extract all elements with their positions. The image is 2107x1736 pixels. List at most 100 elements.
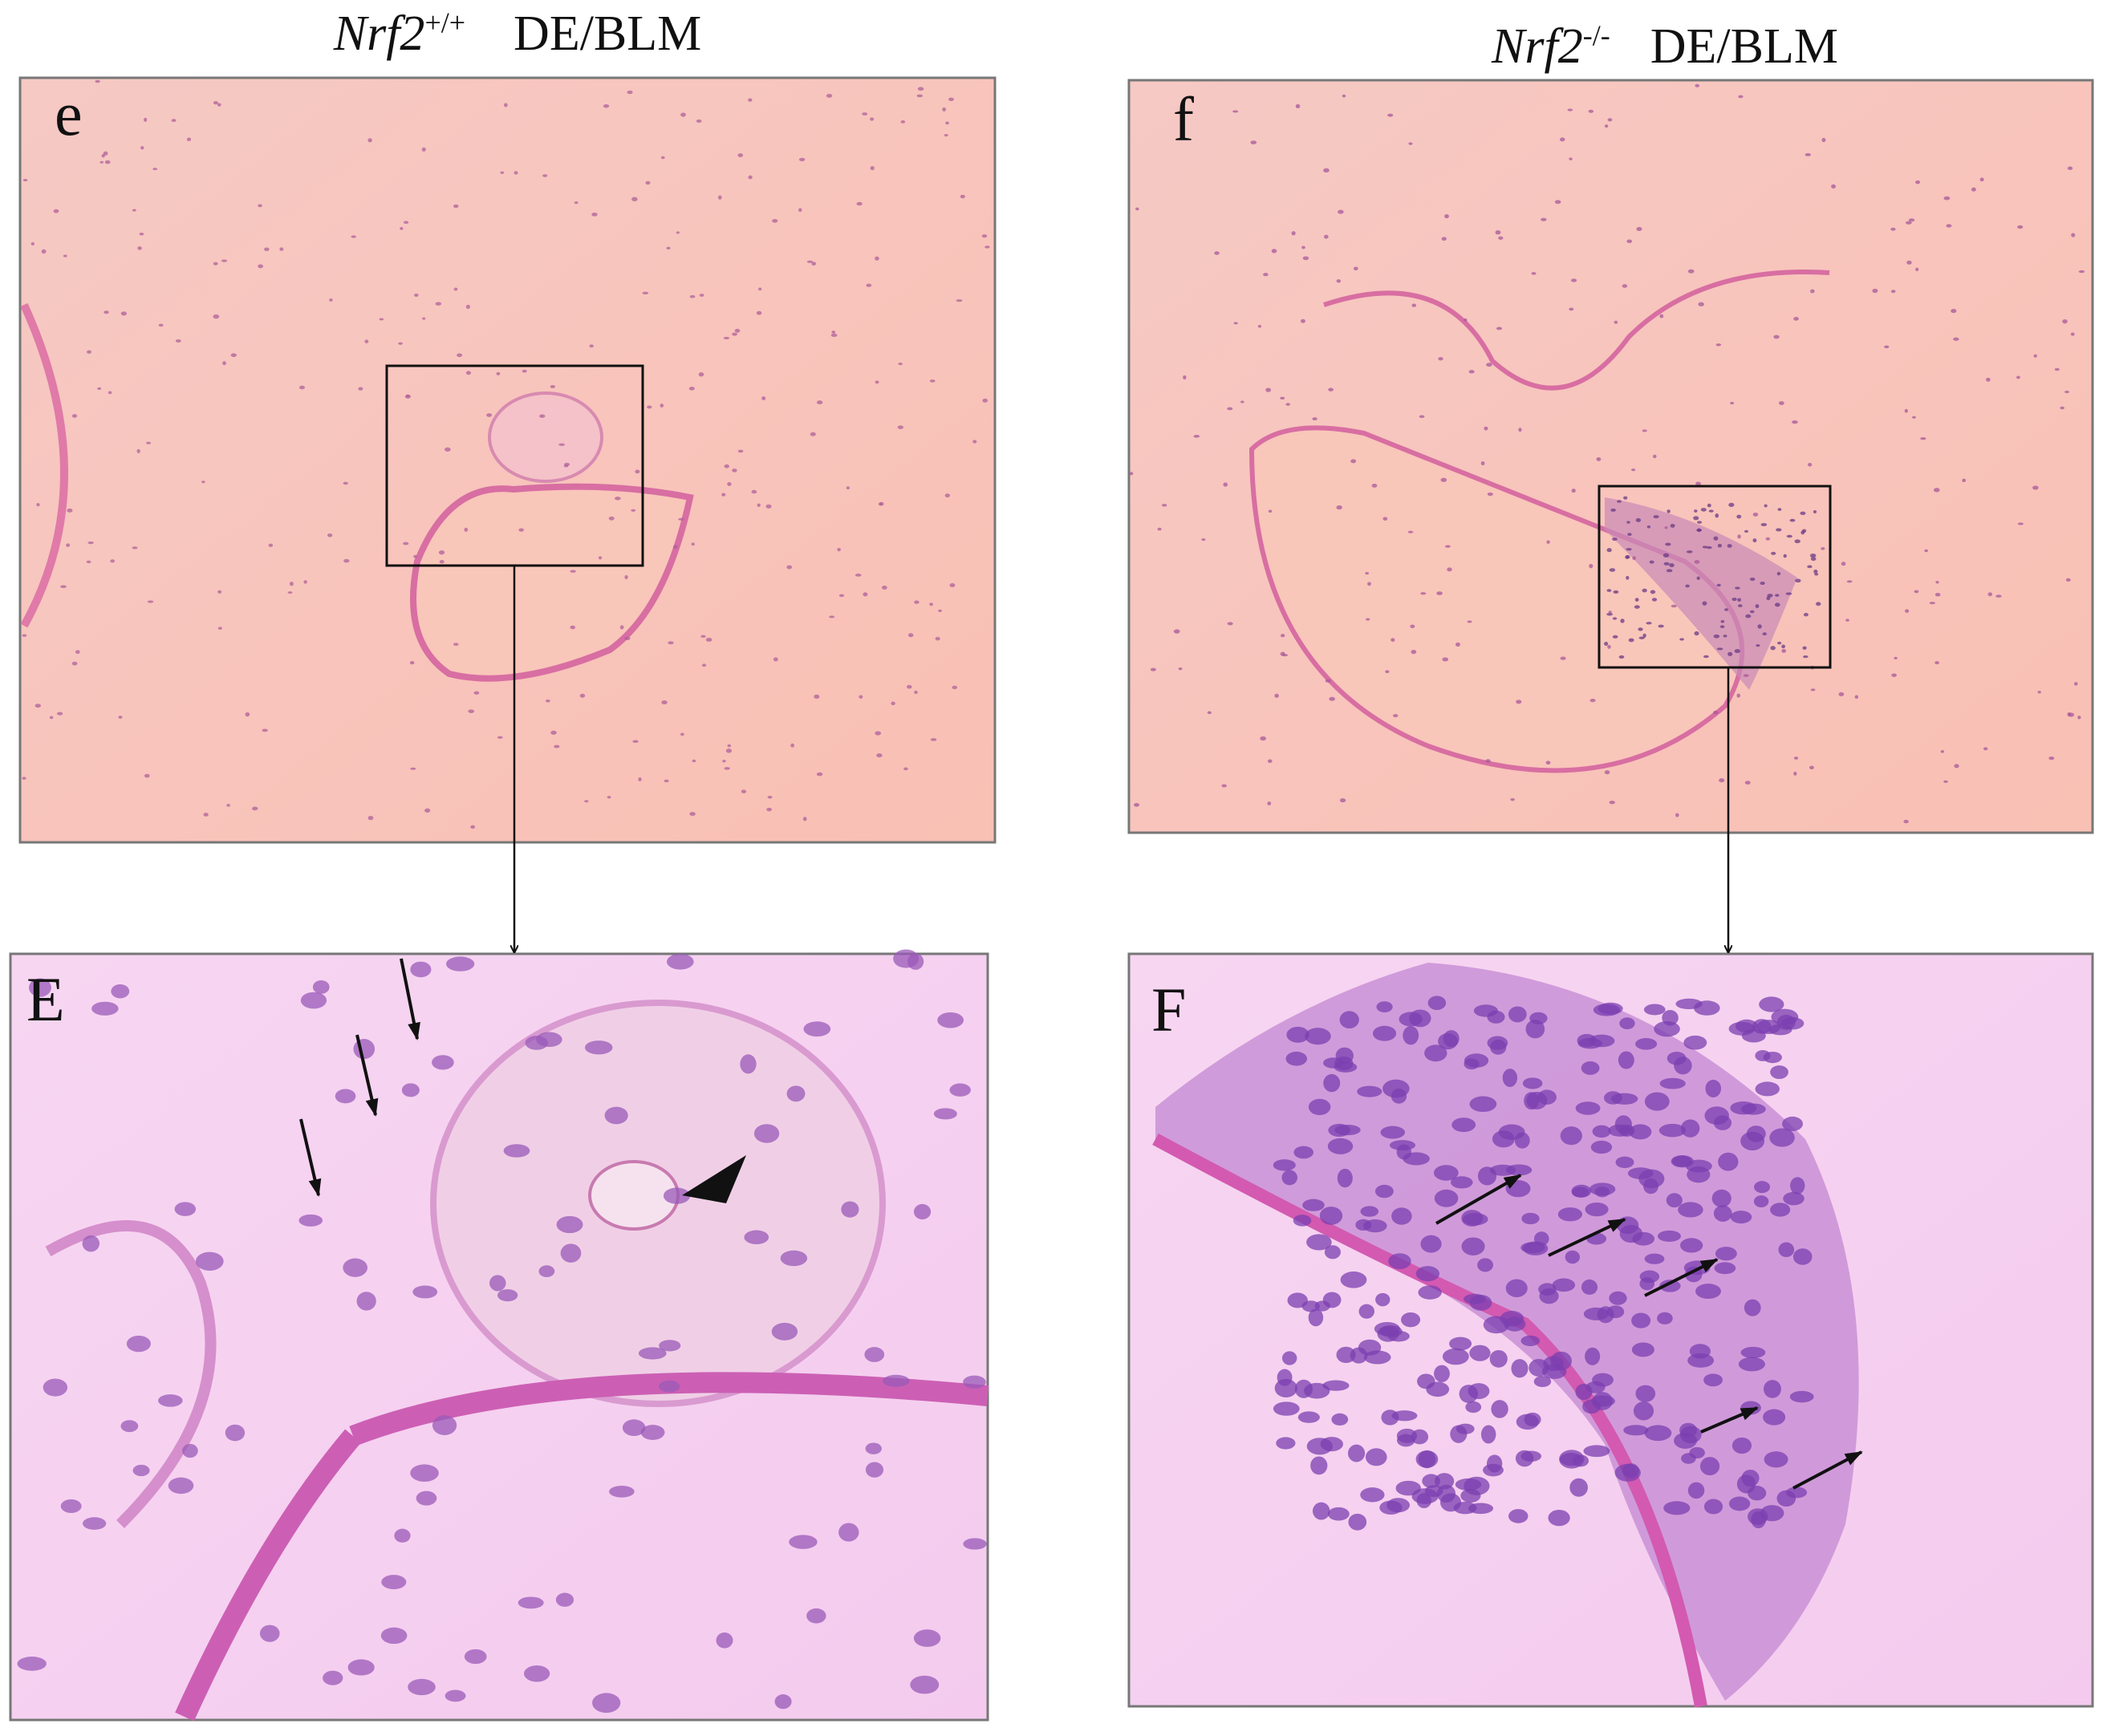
cell (1417, 1373, 1435, 1389)
cell (1223, 482, 1228, 487)
cell (846, 486, 850, 490)
cell (982, 398, 989, 403)
cell (1390, 638, 1395, 642)
cell (1777, 641, 1782, 645)
cell (1659, 314, 1664, 318)
cell (1442, 657, 1449, 662)
cell (1604, 770, 1610, 775)
cell (453, 287, 458, 291)
cell (144, 773, 150, 778)
cell (75, 112, 79, 116)
cell (104, 310, 109, 314)
cell (1764, 1380, 1781, 1398)
cell (1703, 1373, 1723, 1387)
cell (1714, 1262, 1736, 1275)
cell (1410, 624, 1415, 628)
cell (514, 171, 518, 175)
cell (1286, 1026, 1309, 1043)
cell (1520, 1450, 1541, 1462)
cell (1774, 602, 1780, 607)
cell (1745, 614, 1752, 619)
cell (1657, 1312, 1673, 1324)
cell (554, 744, 560, 748)
cell (803, 1021, 831, 1037)
cell (1325, 679, 1331, 683)
cell (1638, 636, 1645, 639)
cell (963, 1538, 987, 1550)
cell (1419, 415, 1425, 419)
cell (465, 371, 472, 375)
cell (1699, 1457, 1720, 1476)
cell (1671, 604, 1677, 608)
cell (473, 691, 480, 695)
cell (1694, 509, 1698, 513)
cell (1737, 534, 1741, 539)
cell (624, 636, 631, 640)
cell (1537, 1089, 1557, 1105)
cell (1703, 1499, 1723, 1515)
cell (408, 1678, 436, 1696)
cell (95, 79, 100, 83)
cell (898, 363, 903, 366)
cell (952, 685, 958, 690)
cell (1193, 435, 1200, 438)
cell (1760, 523, 1768, 526)
cell (56, 712, 63, 716)
cell (1435, 1473, 1455, 1490)
cell (741, 789, 747, 793)
cell (1778, 401, 1784, 405)
cell (1786, 534, 1792, 538)
cell (1531, 272, 1537, 275)
cell (1808, 463, 1813, 467)
cell (2064, 391, 2070, 394)
cell (1626, 239, 1633, 244)
cell (1232, 110, 1239, 113)
cell (1594, 1186, 1610, 1198)
cell (1382, 1079, 1410, 1098)
cell (1762, 632, 1767, 636)
cell (1444, 213, 1449, 219)
cell (410, 1464, 439, 1482)
cell (1508, 1006, 1527, 1023)
cell (1612, 617, 1618, 620)
cell (635, 469, 640, 474)
cell (432, 1055, 454, 1070)
cell (1434, 1189, 1459, 1207)
cell (1783, 1191, 1805, 1206)
cell (1350, 459, 1357, 464)
cell (1411, 1429, 1429, 1445)
cell (1571, 489, 1576, 493)
cell (1749, 610, 1755, 614)
cell (268, 543, 274, 547)
cell (1367, 582, 1371, 586)
cell (666, 246, 671, 249)
cell (826, 94, 833, 98)
cell (1250, 140, 1257, 144)
cell (1293, 1215, 1312, 1227)
cell (518, 528, 524, 532)
cell (1265, 387, 1272, 392)
cell (1662, 553, 1670, 558)
cell (132, 546, 138, 550)
cell (863, 592, 868, 597)
cell (761, 396, 766, 400)
cell (1607, 118, 1613, 122)
cell (1134, 803, 1140, 807)
cell (1646, 525, 1651, 529)
cell (1480, 461, 1485, 466)
cell (401, 1083, 420, 1097)
cell (1375, 1292, 1390, 1307)
cell (1781, 648, 1787, 653)
cell (1769, 1128, 1795, 1147)
cell (1366, 618, 1370, 621)
cell (146, 441, 152, 444)
cell (1320, 1437, 1343, 1452)
cell (1612, 537, 1618, 541)
cell (1626, 575, 1630, 580)
cell (1268, 509, 1273, 513)
cell (1281, 634, 1285, 638)
cell (464, 527, 469, 532)
cell (1838, 692, 1845, 696)
cell (1487, 1010, 1505, 1024)
cell (1469, 1096, 1497, 1113)
